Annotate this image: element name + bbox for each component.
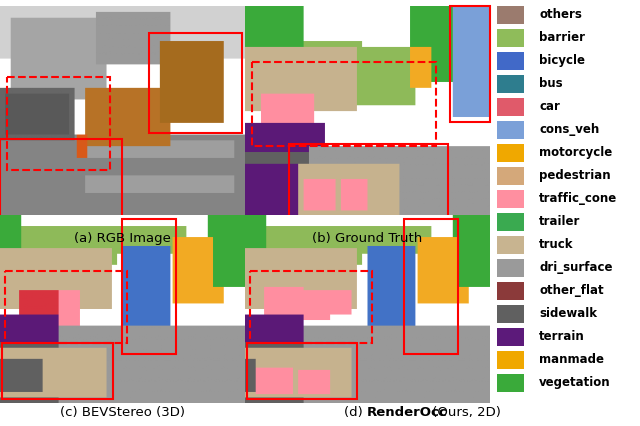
Bar	[5, 271, 127, 343]
Text: trailer: trailer	[540, 216, 580, 228]
Text: (b) Ground Truth: (b) Ground Truth	[312, 232, 422, 245]
FancyBboxPatch shape	[497, 167, 524, 185]
Text: (Ours, 2D): (Ours, 2D)	[428, 406, 501, 419]
Bar	[149, 33, 243, 132]
Text: bicycle: bicycle	[540, 55, 585, 67]
Text: motorcycle: motorcycle	[540, 147, 612, 159]
Bar	[247, 343, 357, 399]
Text: manmade: manmade	[540, 354, 604, 366]
FancyBboxPatch shape	[497, 213, 524, 231]
Text: others: others	[540, 9, 582, 21]
FancyBboxPatch shape	[497, 52, 524, 70]
Text: barrier: barrier	[540, 32, 585, 44]
FancyBboxPatch shape	[497, 98, 524, 116]
Bar	[250, 271, 372, 343]
FancyBboxPatch shape	[497, 259, 524, 277]
Text: truck: truck	[540, 239, 573, 251]
Text: car: car	[540, 101, 560, 113]
FancyBboxPatch shape	[497, 6, 524, 24]
FancyBboxPatch shape	[497, 236, 524, 254]
Text: dri_surface: dri_surface	[540, 262, 612, 274]
Text: (a) RGB Image: (a) RGB Image	[74, 232, 171, 245]
FancyBboxPatch shape	[497, 190, 524, 208]
Text: traffic_cone: traffic_cone	[540, 193, 618, 205]
Text: sidewalk: sidewalk	[540, 308, 597, 320]
Bar	[404, 219, 458, 354]
Text: vegetation: vegetation	[540, 377, 611, 389]
Bar	[0, 139, 122, 228]
Bar	[122, 219, 176, 354]
Bar	[289, 144, 448, 226]
Bar	[252, 62, 436, 146]
Bar	[3, 343, 113, 399]
Text: (c) BEVStereo (3D): (c) BEVStereo (3D)	[60, 406, 185, 419]
Text: (d): (d)	[344, 406, 367, 419]
FancyBboxPatch shape	[497, 351, 524, 369]
Text: RenderOcc: RenderOcc	[367, 406, 448, 419]
FancyBboxPatch shape	[497, 144, 524, 162]
Bar	[451, 6, 490, 121]
FancyBboxPatch shape	[497, 328, 524, 346]
FancyBboxPatch shape	[497, 29, 524, 47]
FancyBboxPatch shape	[497, 121, 524, 139]
Text: cons_veh: cons_veh	[540, 124, 600, 136]
FancyBboxPatch shape	[497, 282, 524, 300]
FancyBboxPatch shape	[497, 305, 524, 323]
Text: bus: bus	[540, 78, 563, 90]
FancyBboxPatch shape	[497, 374, 524, 392]
Bar	[7, 77, 110, 170]
Text: terrain: terrain	[540, 331, 585, 343]
FancyBboxPatch shape	[497, 75, 524, 93]
Text: pedestrian: pedestrian	[540, 170, 611, 182]
Text: other_flat: other_flat	[540, 285, 604, 297]
